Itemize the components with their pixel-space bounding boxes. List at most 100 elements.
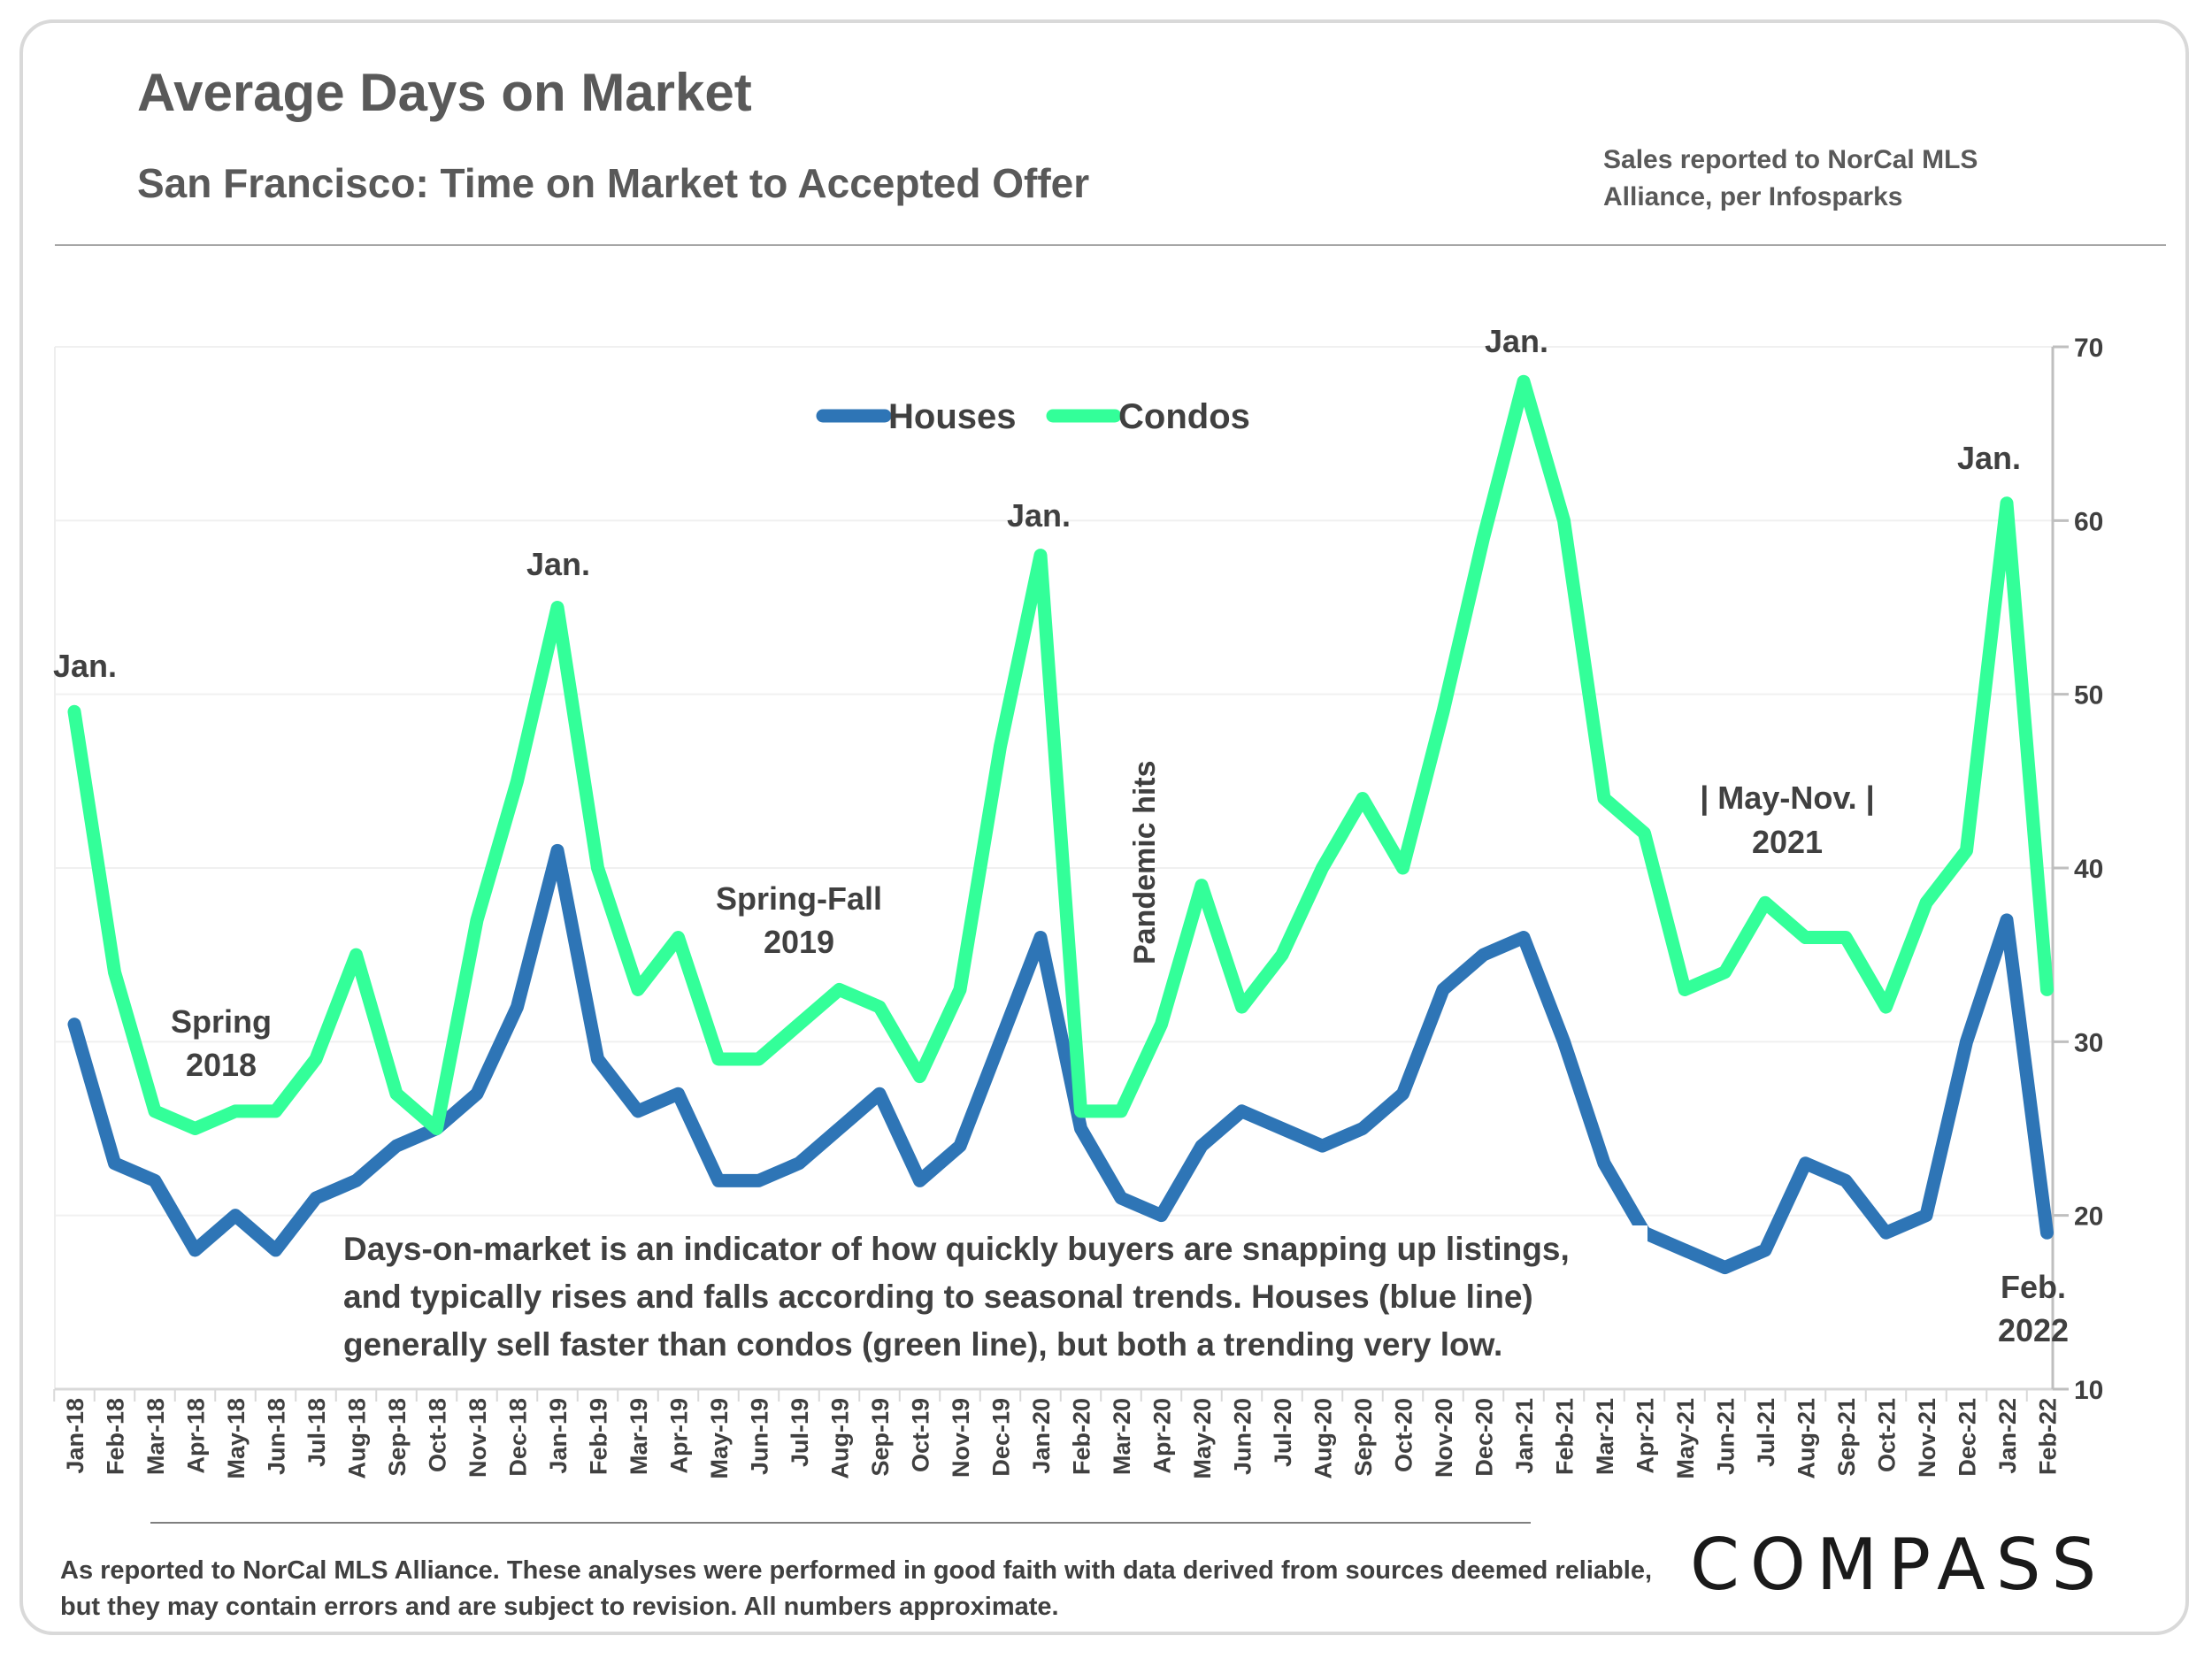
x-tick-label: Apr-18: [183, 1398, 210, 1474]
x-tick-label: Apr-21: [1632, 1398, 1659, 1474]
x-tick-label: Sep-18: [384, 1398, 411, 1477]
condos-point: [1319, 865, 1325, 871]
x-tick-label: Mar-21: [1592, 1398, 1618, 1475]
houses-point: [2044, 1230, 2050, 1236]
jan-label: Jan.: [53, 648, 117, 684]
condos-point: [313, 1056, 319, 1062]
x-tick-label: Apr-19: [666, 1398, 693, 1474]
condos-point: [1924, 900, 1929, 906]
houses-point: [1279, 1125, 1285, 1132]
houses-point: [756, 1178, 762, 1184]
condos-point: [1641, 830, 1647, 836]
condos-point: [1440, 709, 1446, 715]
jan-label: Jan.: [526, 546, 590, 582]
spring-fall-2019-label: 2019: [764, 924, 834, 960]
houses-point: [1360, 1125, 1365, 1132]
x-tick-label: Apr-20: [1149, 1398, 1176, 1474]
condos-point: [1521, 379, 1526, 385]
houses-point: [595, 1056, 601, 1062]
houses-point: [72, 1021, 77, 1027]
disclaimer: As reported to NorCal MLS Alliance. Thes…: [60, 1556, 1653, 1621]
x-tick-label: Aug-21: [1793, 1398, 1820, 1479]
x-tick-label: May-21: [1672, 1398, 1699, 1479]
x-tick-label: Oct-18: [425, 1398, 451, 1472]
x-tick-label: Sep-20: [1350, 1398, 1377, 1477]
x-tick-label: Jun-20: [1230, 1398, 1256, 1475]
houses-point: [1199, 1143, 1204, 1149]
condos-point: [2044, 987, 2050, 993]
houses-legend-label: Houses: [888, 397, 1017, 436]
condos-point: [514, 778, 520, 784]
houses-point: [152, 1178, 157, 1184]
condos-point: [273, 1108, 279, 1114]
x-tick-label: Feb-21: [1552, 1398, 1578, 1475]
houses-point: [957, 1143, 963, 1149]
condos-point: [756, 1056, 762, 1062]
x-tick-label: May-19: [706, 1398, 733, 1479]
x-tick-label: Mar-19: [626, 1398, 652, 1475]
x-tick-label: Feb-18: [103, 1398, 129, 1475]
x-tick-label: Jul-18: [303, 1398, 330, 1467]
condos-point: [394, 1091, 399, 1097]
x-tick-label: Jan-22: [1994, 1398, 2021, 1474]
houses-point: [192, 1247, 198, 1253]
explanation-note: Days-on-market is an indicator of how qu…: [343, 1231, 1570, 1267]
houses-point: [1078, 1125, 1084, 1132]
x-tick-label: Feb-22: [2035, 1398, 2062, 1475]
condos-point: [474, 917, 480, 923]
houses-point: [1319, 1143, 1325, 1149]
houses-point: [1561, 1039, 1567, 1045]
x-tick-label: Jul-20: [1270, 1398, 1296, 1467]
houses-point: [1963, 1039, 1970, 1045]
houses-point: [111, 1160, 118, 1166]
source-note: Sales reported to NorCal MLS Alliance, p…: [1603, 145, 1978, 211]
condos-point: [555, 604, 560, 611]
houses-point: [1924, 1212, 1929, 1218]
condos-point: [675, 934, 681, 941]
houses-point: [514, 1004, 520, 1010]
x-tick-label: Oct-21: [1874, 1398, 1901, 1472]
x-tick-label: Jan-19: [545, 1398, 572, 1474]
condos-point: [1199, 882, 1204, 888]
x-tick-label: Oct-20: [1391, 1398, 1417, 1472]
condos-point: [1763, 900, 1768, 906]
houses-point: [1722, 1264, 1728, 1271]
houses-point: [1158, 1212, 1164, 1218]
houses-point: [877, 1091, 882, 1097]
x-tick-label: Nov-20: [1431, 1398, 1457, 1478]
y-tick-label: 20: [2074, 1202, 2103, 1232]
x-tick-label: Jul-19: [787, 1398, 813, 1467]
houses-point: [1601, 1160, 1607, 1166]
spring-fall-2019-label: Spring-Fall: [716, 880, 882, 917]
condos-point: [1883, 1004, 1889, 1010]
houses-point: [836, 1125, 842, 1132]
condos-point: [2004, 500, 2009, 506]
condos-legend-label: Condos: [1118, 397, 1250, 436]
houses-point: [1400, 1091, 1406, 1097]
spring-2018-label: 2018: [186, 1047, 257, 1083]
houses-point: [1118, 1195, 1124, 1202]
houses-point: [394, 1143, 399, 1149]
x-tick-label: Jan-20: [1028, 1398, 1055, 1474]
houses-point: [1521, 934, 1526, 941]
x-tick-label: Jan-21: [1511, 1398, 1538, 1474]
x-tick-label: Aug-20: [1310, 1398, 1337, 1479]
condos-point: [1038, 552, 1043, 558]
houses-point: [233, 1212, 238, 1218]
condos-point: [1239, 1004, 1245, 1010]
x-tick-label: Nov-19: [948, 1398, 974, 1478]
condos-point: [1279, 952, 1285, 958]
y-tick-label: 60: [2074, 507, 2103, 536]
x-tick-label: May-18: [223, 1398, 250, 1479]
x-tick-label: Jun-19: [747, 1398, 773, 1475]
condos-point: [1963, 848, 1970, 854]
pandemic-label: Pandemic hits: [1128, 760, 1162, 964]
x-tick-label: Nov-21: [1914, 1398, 1940, 1478]
chart-title: Average Days on Market: [137, 63, 752, 122]
condos-line: [67, 374, 2054, 1135]
condos-point: [957, 987, 963, 993]
note-box: [329, 1225, 1647, 1367]
jan-label: Jan.: [1957, 440, 2021, 476]
houses-point: [1480, 952, 1486, 958]
houses-point: [635, 1108, 641, 1114]
